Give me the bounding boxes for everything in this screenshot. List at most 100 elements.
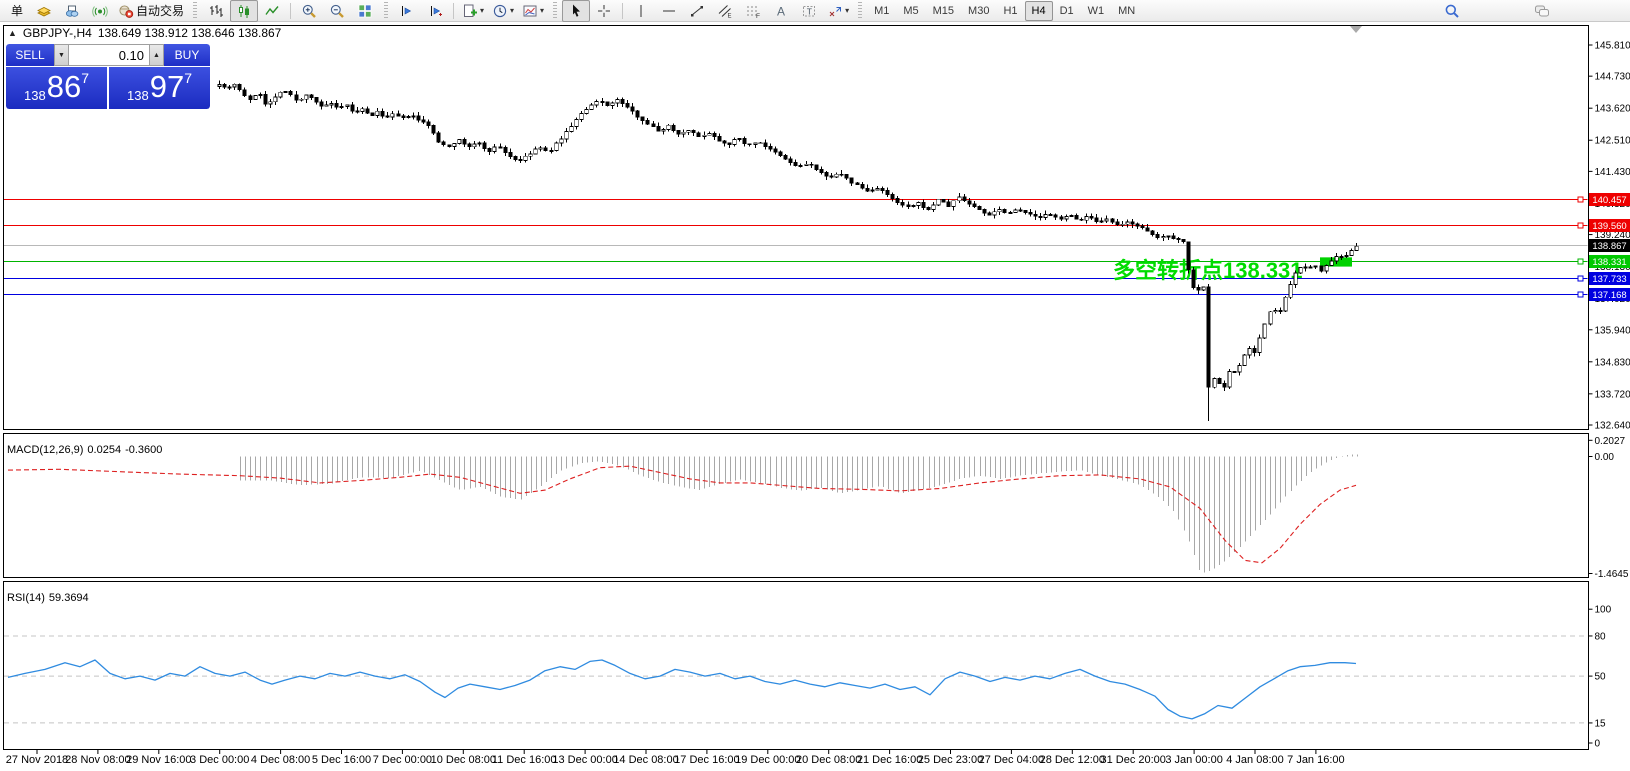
bar-chart-mode-button[interactable] [202,0,230,22]
level-price-label-138.331[interactable]: 138.331 [1592,257,1626,268]
volume-input[interactable] [69,45,149,65]
timeframe-H4-button[interactable]: H4 [1024,0,1053,21]
data-window-button[interactable] [58,0,86,22]
timeframe-M5-button[interactable]: M5 [903,4,919,17]
macd-signal-line [7,465,1357,564]
level-price-label-137.733[interactable]: 137.733 [1592,274,1626,285]
symbol-timeframe-label: GBPJPY-,H4 [22,26,92,40]
chat-icon [1534,3,1550,19]
time-axis-label: 25 Dec 23:00 [918,754,983,766]
time-axis-label: 28 Dec 12:00 [1040,754,1105,766]
timeframe-D1-button[interactable]: D1 [1059,4,1074,17]
chartshift-icon [427,3,443,19]
macd-tick-label: 0.00 [1595,452,1615,463]
crosshair-button[interactable] [590,0,618,22]
volume-field-wrap [69,44,149,66]
tile-windows-button[interactable] [351,0,379,22]
pivot-zone-rectangle[interactable] [1320,257,1352,267]
timeframe-W1-button[interactable]: W1 [1087,4,1105,17]
cursor-button[interactable] [562,0,591,22]
dropdown-caret-icon[interactable]: ▾ [480,6,485,15]
toolbar-right-group [1438,0,1556,22]
auto-trading-button[interactable]: 自动交易 [114,0,188,22]
timeframe-H1-button[interactable]: H1 [1003,4,1018,17]
timeframe-M15-button[interactable]: M15 [932,4,955,17]
zoom-out-button[interactable] [323,0,351,22]
candlestick-mode-button[interactable] [230,0,259,22]
level-price-label-139.560[interactable]: 139.560 [1592,221,1626,232]
labelT-icon: T [801,3,817,19]
rsi-value: 59.3694 [48,592,89,604]
level-price-label-138.867: 138.867 [1592,241,1626,252]
price-tick-label: 144.730 [1595,72,1630,83]
search-button[interactable] [1438,0,1466,22]
annotation-layer[interactable]: 多空转折点138.331 [1113,258,1303,283]
time-axis-label: 20 Dec 08:00 [796,754,861,766]
arrow-objects-button[interactable]: ▾ [823,0,853,22]
buy-button[interactable]: BUY [164,44,210,66]
zoom-in-button[interactable] [295,0,323,22]
pivot-annotation-text[interactable]: 多空转折点138.331 [1113,258,1303,283]
time-axis-label: 4 Jan 08:00 [1226,754,1284,766]
dropdown-caret-icon[interactable]: ▾ [540,6,545,15]
timeframe-MN-button[interactable]: MN [1118,4,1136,17]
time-axis-label: 5 Dec 16:00 [312,754,371,766]
auto-trading-label: 自动交易 [136,4,185,18]
toolbar-separator [858,1,863,20]
chart-profile-button[interactable] [30,0,58,22]
tline-icon [689,3,705,19]
time-axis-label: 21 Dec 16:00 [857,754,922,766]
macd-axis: 0.2027 0.00 -1.4645 [1588,436,1629,580]
time-axis-label: 17 Dec 16:00 [674,754,739,766]
new-order-button[interactable]: 单 [2,0,30,22]
horizontal-line-button[interactable] [655,0,683,22]
ohlc-values: 138.649 138.912 138.646 138.867 [97,26,282,40]
volume-increase-button[interactable]: ▲ [149,44,164,66]
dropdown-caret-icon[interactable]: ▾ [510,6,515,15]
zone-layer[interactable] [1320,257,1352,267]
chart-shift-button[interactable] [421,0,449,22]
equidistant-channel-button[interactable]: E [711,0,739,22]
collapse-arrow-icon[interactable]: ▲ [8,28,17,38]
level-price-label-140.457[interactable]: 140.457 [1592,195,1626,206]
periods-button[interactable]: ▾ [488,0,518,22]
sell-button[interactable]: SELL [6,44,54,66]
price-level-labels[interactable]: 140.457 139.560 138.867 138.331 137.733 137.1… [1577,193,1630,301]
timeframe-M30-button[interactable]: M30 [968,4,990,17]
sell-price-display[interactable]: 138 86 7 [6,67,107,109]
dropdown-caret-icon[interactable]: ▾ [845,6,850,15]
volume-decrease-button[interactable]: ▼ [54,44,69,66]
macd-tick-label: 0.2027 [1595,436,1626,447]
svg-text:E: E [728,13,732,19]
rsi-name: RSI(14) [7,592,45,604]
buy-price-prefix: 138 [127,88,149,103]
macd-histogram [240,454,1358,573]
templates-button[interactable]: ▾ [518,0,548,22]
sell-price-big: 86 [46,69,82,104]
text-label-button[interactable]: T [795,0,823,22]
rsi-axis: 100 80 50 15 0 [4,605,1612,750]
text-button[interactable]: A [767,0,795,22]
hline-icon [661,3,677,19]
timeframe-M1-button[interactable]: M1 [874,4,890,17]
auto-scroll-button[interactable] [393,0,421,22]
level-price-label-137.168[interactable]: 137.168 [1592,290,1626,301]
fibonacci-retracement-button[interactable]: F [739,0,767,22]
macd-tick-label: -1.4645 [1595,569,1629,580]
price-level-lines[interactable] [4,199,1588,295]
rsi-tick-label: 0 [1595,739,1601,750]
trendline-button[interactable] [683,0,711,22]
buy-price-display[interactable]: 138 97 7 [109,67,210,109]
tile-icon [357,3,373,19]
chat-button[interactable] [1528,0,1556,22]
signals-button[interactable] [86,0,114,22]
price-tick-label: 132.640 [1595,421,1630,432]
price-tick-label: 135.940 [1595,325,1630,336]
line-chart-mode-button[interactable] [258,0,286,22]
vertical-line-button[interactable] [627,0,655,22]
time-axis-label: 31 Dec 20:00 [1100,754,1165,766]
new-chart-button[interactable]: ▾ [458,0,488,22]
time-axis-label: 13 Dec 00:00 [552,754,617,766]
candles-layer [217,80,1359,421]
